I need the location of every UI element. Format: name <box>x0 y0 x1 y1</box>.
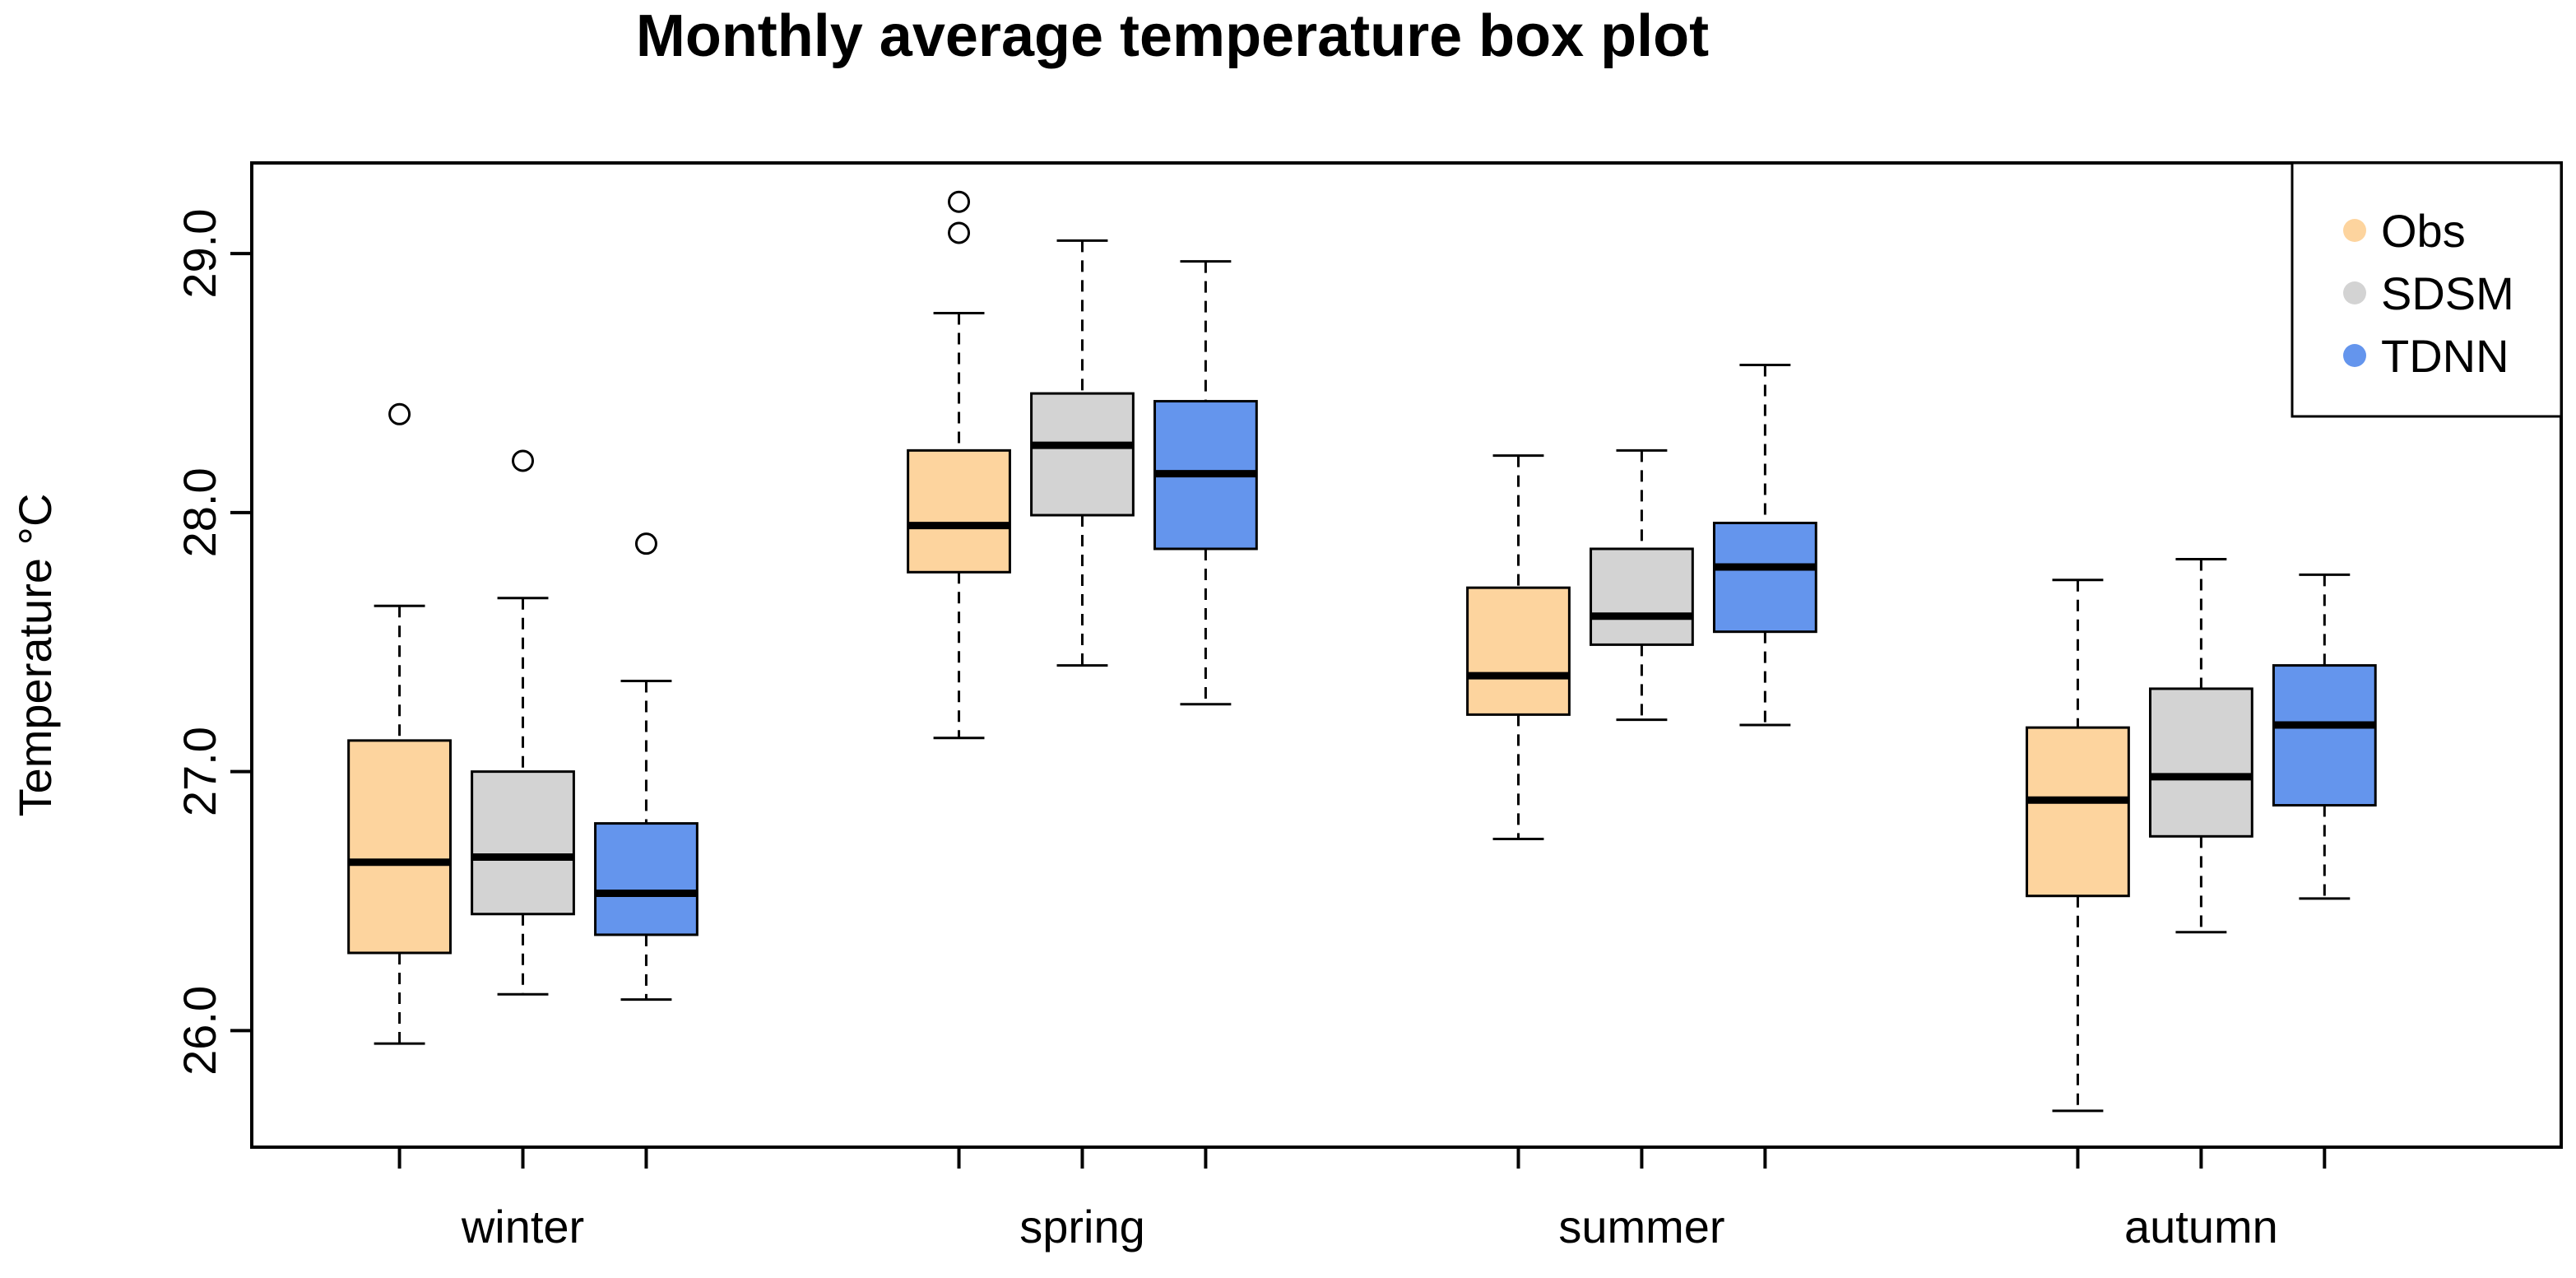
x-tick-label-autumn: autumn <box>2124 1201 2278 1252</box>
legend-marker-obs <box>2343 219 2366 242</box>
outlier-point-0 <box>388 402 411 425</box>
box-iqr <box>2148 687 2253 838</box>
y-tick-label-3: 29.0 <box>174 209 225 299</box>
box-iqr <box>907 448 1011 574</box>
outlier-point-1 <box>948 190 971 213</box>
box-sdsm-summer <box>1590 448 1694 722</box>
y-axis: 26.0 27.0 28.0 29.0 <box>174 209 252 1076</box>
plot-area-frame <box>250 161 2563 1149</box>
box-iqr <box>471 770 575 916</box>
legend-marker-tdnn <box>2343 344 2366 367</box>
outlier-point-0 <box>634 532 657 555</box>
outlier-point-0 <box>948 221 971 244</box>
box-iqr <box>1030 392 1135 517</box>
y-tick-label-0: 26.0 <box>174 986 225 1076</box>
box-tdnn-summer <box>1712 363 1817 727</box>
x-tick-label-winter: winter <box>461 1201 584 1252</box>
box-iqr <box>347 739 452 955</box>
x-tick-label-spring: spring <box>1019 1201 1145 1252</box>
y-tick-label-2: 28.0 <box>174 467 225 557</box>
box-iqr <box>1712 521 1817 634</box>
box-sdsm-winter <box>471 449 575 996</box>
box-obs-spring <box>907 190 1011 740</box>
box-tdnn-autumn <box>2272 573 2377 900</box>
box-series-group <box>347 190 2377 1113</box>
box-tdnn-spring <box>1153 260 1258 706</box>
box-sdsm-spring <box>1030 239 1135 667</box>
legend-label-sdsm: SDSM <box>2381 267 2514 319</box>
box-iqr <box>594 822 699 936</box>
box-iqr <box>2026 726 2130 898</box>
box-obs-winter <box>347 402 452 1045</box>
legend: Obs SDSM TDNN <box>2291 161 2563 418</box>
y-tick-label-1: 27.0 <box>174 727 225 816</box>
box-iqr <box>2272 664 2377 807</box>
box-iqr <box>1466 586 1571 716</box>
legend-marker-sdsm <box>2343 281 2366 304</box>
x-tick-label-summer: summer <box>1558 1201 1724 1252</box>
chart-title: Monthly average temperature box plot <box>636 3 1709 69</box>
legend-frame <box>2291 161 2563 418</box>
box-sdsm-autumn <box>2148 558 2253 934</box>
box-obs-autumn <box>2026 579 2130 1113</box>
legend-label-tdnn: TDNN <box>2381 330 2509 382</box>
legend-label-obs: Obs <box>2381 205 2466 257</box>
y-axis-label: Temperature °C <box>9 494 61 817</box>
x-axis: winter spring summer autumn <box>397 1147 2327 1252</box>
outlier-point-0 <box>512 449 535 472</box>
box-tdnn-winter <box>594 532 699 1001</box>
box-iqr <box>1590 547 1694 646</box>
box-obs-summer <box>1466 454 1571 840</box>
